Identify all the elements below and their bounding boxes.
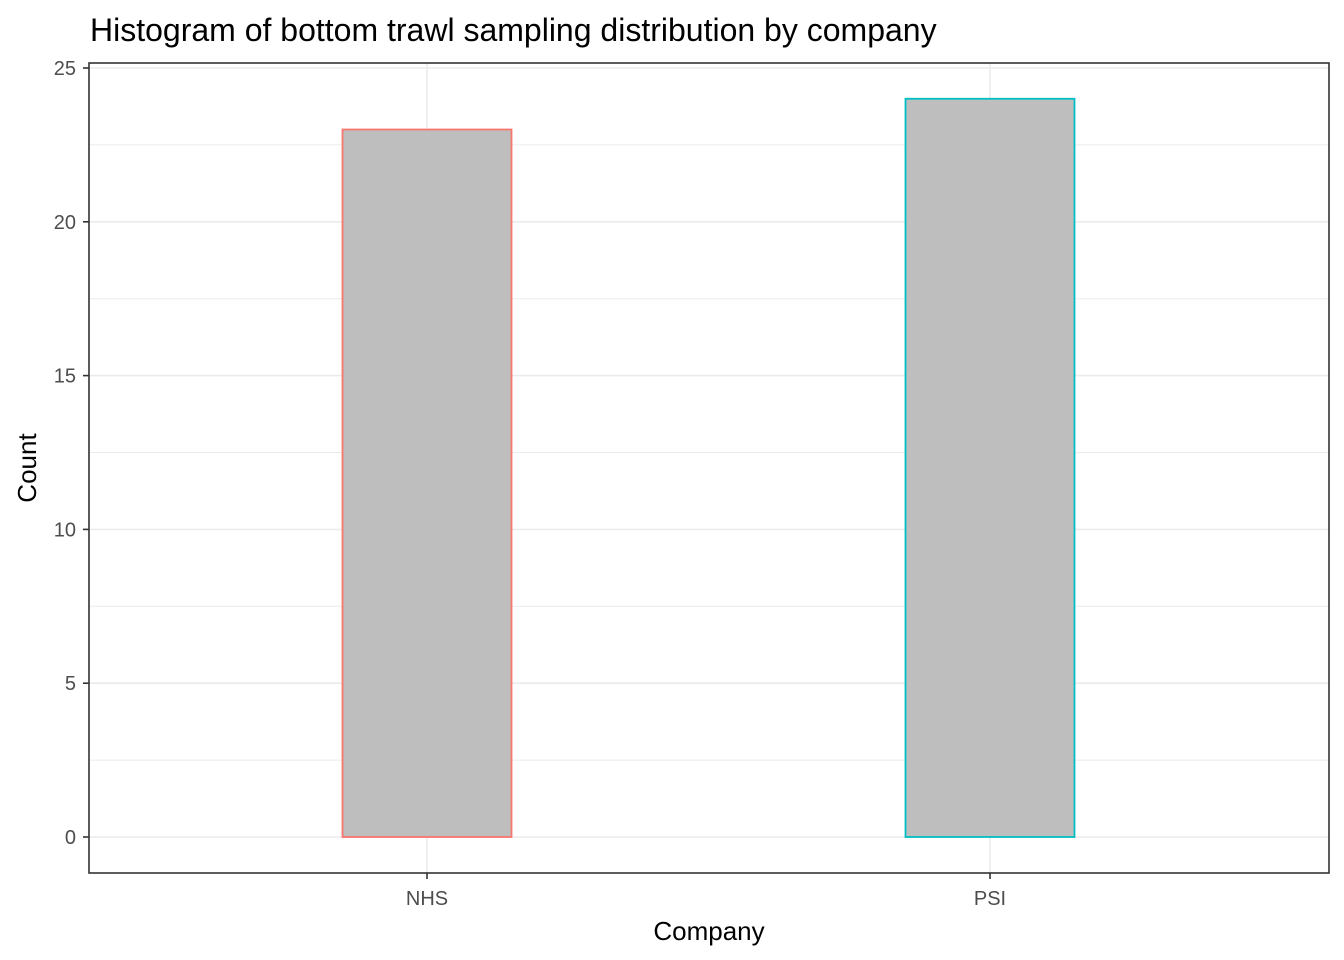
bar-psi: [904, 97, 1076, 838]
y-tick-label: 20: [54, 212, 76, 234]
x-tick-label: PSI: [974, 888, 1006, 910]
chart-title: Histogram of bottom trawl sampling distr…: [90, 12, 937, 48]
grid-minor: [89, 144, 1329, 761]
bars: [341, 97, 1076, 838]
x-axis-title: Company: [653, 916, 764, 946]
x-axis: NHS PSI: [406, 873, 1006, 910]
y-tick-label: 5: [65, 673, 76, 695]
plot-border: [88, 62, 1330, 874]
x-tick-label: NHS: [406, 888, 448, 910]
y-tick-label: 25: [54, 58, 76, 80]
plot-panel: [88, 62, 1330, 874]
y-tick-label: 0: [65, 827, 76, 849]
bar-nhs: [341, 128, 513, 838]
y-axis-title: Count: [12, 433, 42, 503]
y-axis: 0 5 10 15 20 25: [54, 58, 89, 849]
y-tick-label: 10: [54, 519, 76, 541]
y-tick-label: 15: [54, 366, 76, 388]
plot-background: [89, 63, 1329, 873]
